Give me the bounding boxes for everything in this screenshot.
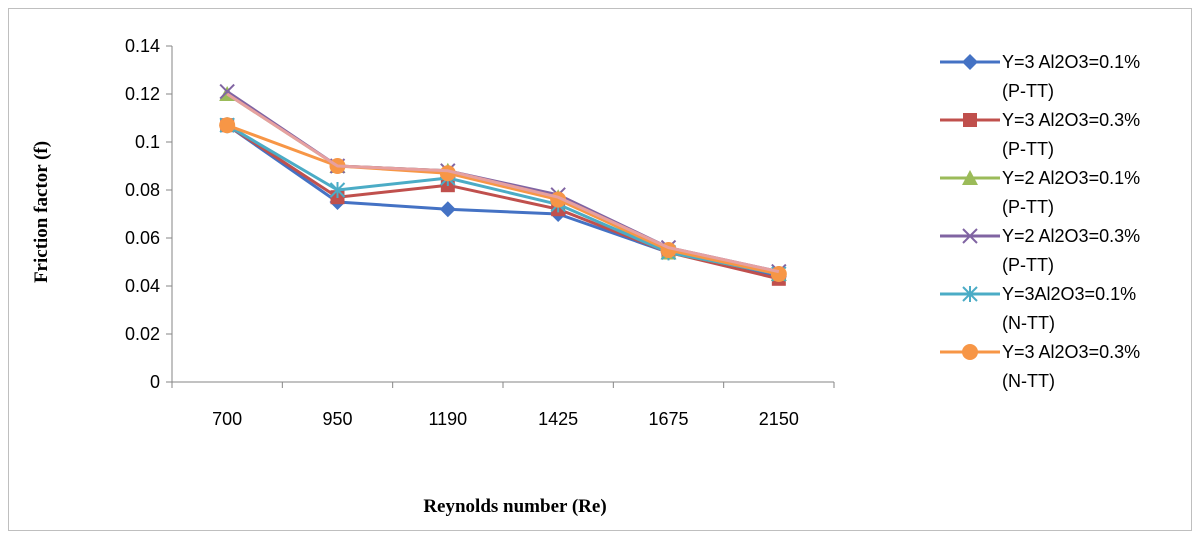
x-tick-label: 1425	[538, 409, 578, 429]
y-tick-label: 0.04	[125, 276, 160, 296]
series-line	[226, 92, 780, 274]
x-axis-title: Reynolds number (Re)	[423, 496, 606, 517]
y-tick-label: 0.06	[125, 228, 160, 248]
legend-label: Y=3 Al2O3=0.3%	[1002, 110, 1140, 130]
y-tick-label: 0.1	[135, 132, 160, 152]
legend-entry: Y=3 Al2O3=0.3% (P-TT)	[940, 110, 1140, 159]
legend-marker	[962, 344, 978, 360]
y-tick-label: 0.14	[125, 36, 160, 56]
y-tick-label: 0	[150, 372, 160, 392]
legend-label: Y=2 Al2O3=0.1%	[1002, 168, 1140, 188]
x-tick-label: 2150	[759, 409, 799, 429]
legend-marker	[962, 228, 978, 244]
x-tick-label: 950	[322, 409, 352, 429]
series-line	[226, 123, 780, 276]
legend-label-sub: (N-TT)	[1002, 313, 1055, 333]
series-line	[226, 123, 780, 276]
series-4	[219, 83, 787, 280]
legend-label: Y=3 Al2O3=0.1%	[1002, 52, 1140, 72]
series-7	[226, 92, 780, 274]
legend-label-sub: (P-TT)	[1002, 197, 1054, 217]
legend-label: Y=2 Al2O3=0.3%	[1002, 226, 1140, 246]
axes: 0 0.02 0.04 0.06 0.08 0.1 0.12 0.14 700 950 1190 14…	[125, 36, 835, 429]
data-point	[770, 266, 787, 282]
legend-marker	[962, 286, 978, 302]
legend-entry: Y=2 Al2O3=0.3% (P-TT)	[940, 226, 1140, 275]
legend-label-sub: (P-TT)	[1002, 139, 1054, 159]
y-axis-title: Friction factor (f)	[31, 141, 52, 283]
legend-entry: Y=3 Al2O3=0.3% (N-TT)	[940, 342, 1140, 391]
legend-marker	[963, 113, 977, 127]
legend-entry: Y=2 Al2O3=0.1% (P-TT)	[940, 168, 1140, 217]
y-tick-label: 0.02	[125, 324, 160, 344]
legend-label: Y=3 Al2O3=0.3%	[1002, 342, 1140, 362]
legend-entry: Y=3 Al2O3=0.1% (P-TT)	[940, 52, 1140, 101]
legend-label-sub: (P-TT)	[1002, 255, 1054, 275]
x-tick-label: 1675	[648, 409, 688, 429]
chart-frame	[8, 8, 1192, 531]
x-tick-label: 700	[212, 409, 242, 429]
y-tick-label: 0.08	[125, 180, 160, 200]
legend: Y=3 Al2O3=0.1% (P-TT) Y=3 Al2O3=0.3% (P-TT)…	[940, 52, 1140, 391]
data-point	[329, 182, 346, 198]
data-point	[439, 201, 456, 218]
data-point	[219, 117, 236, 134]
series-layer	[219, 83, 787, 286]
legend-marker	[962, 54, 978, 70]
legend-entry: Y=3Al2O3=0.1% (N-TT)	[940, 284, 1136, 333]
x-tick-label: 1190	[428, 409, 467, 429]
legend-label-sub: (N-TT)	[1002, 371, 1055, 391]
legend-label: Y=3Al2O3=0.1%	[1002, 284, 1136, 304]
legend-label-sub: (P-TT)	[1002, 81, 1054, 101]
legend-marker	[962, 170, 978, 185]
y-tick-label: 0.12	[125, 84, 160, 104]
